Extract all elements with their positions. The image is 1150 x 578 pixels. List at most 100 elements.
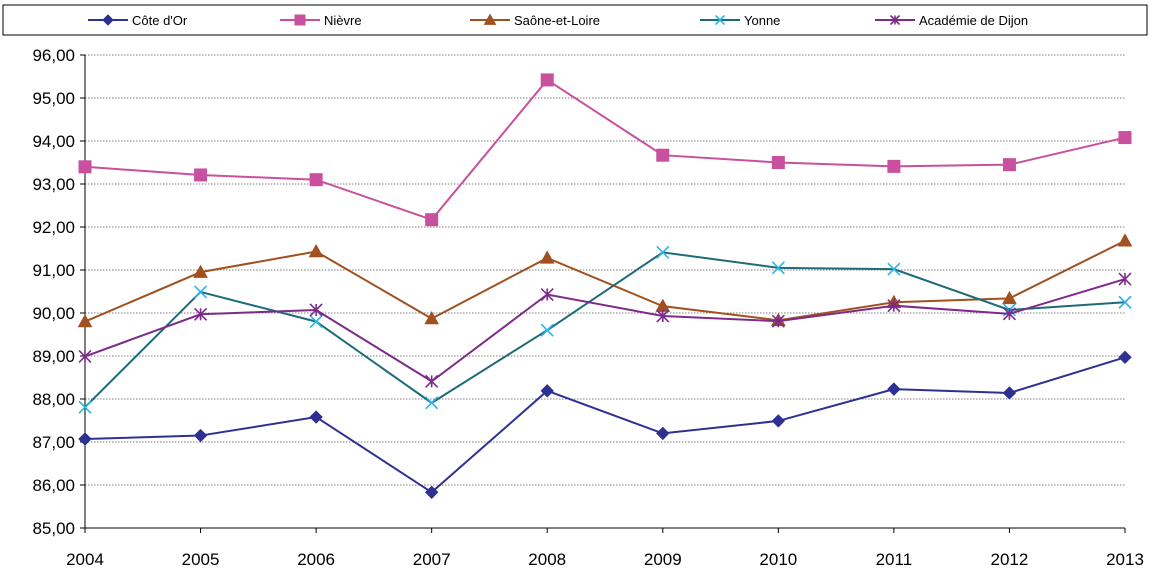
x-tick-label: 2011 — [876, 550, 913, 569]
legend-label: Nièvre — [324, 13, 362, 28]
legend: Côte d'Or Nièvre Saône-et-Loire Yonne Académ… — [2, 4, 1148, 36]
data-point-x — [78, 400, 92, 414]
data-point-triangle — [424, 311, 440, 325]
data-point-triangle — [193, 264, 208, 278]
series-line — [84, 278, 1126, 383]
y-tick-label: 91,00 — [32, 261, 75, 280]
x-tick-label: 2005 — [182, 550, 220, 569]
legend-item: Côte d'Or — [88, 13, 188, 28]
data-point-asterisk — [1118, 272, 1132, 286]
y-tick-label: 88,00 — [32, 390, 75, 409]
data-point-asterisk — [1002, 307, 1017, 321]
data-point-square — [887, 159, 901, 173]
legend-box — [2, 4, 1148, 36]
data-point-square — [540, 73, 554, 87]
series-0 — [78, 350, 1132, 500]
legend-label: Côte d'Or — [132, 13, 188, 28]
legend-item: Saône-et-Loire — [470, 13, 600, 28]
data-point-triangle — [483, 13, 497, 25]
y-tick-label: 96,00 — [32, 46, 75, 65]
data-point-square — [656, 148, 670, 162]
data-point-diamond — [540, 384, 554, 398]
data-point-asterisk — [887, 299, 901, 313]
data-point-diamond — [887, 382, 901, 396]
data-point-asterisk — [309, 303, 323, 317]
x-tick-label: 2007 — [413, 550, 451, 569]
data-point-x — [887, 262, 901, 276]
data-point-asterisk — [78, 349, 92, 363]
data-point-square — [78, 160, 92, 174]
data-point-triangle — [1002, 290, 1017, 305]
y-tick-label: 85,00 — [32, 519, 75, 538]
data-point-x — [1118, 295, 1132, 309]
data-point-square — [309, 173, 323, 187]
data-point-x — [656, 245, 670, 259]
data-point-x — [771, 261, 785, 275]
data-point-diamond — [78, 432, 92, 446]
data-point-x — [193, 285, 208, 299]
series-4 — [78, 272, 1132, 388]
data-point-triangle — [308, 243, 324, 258]
data-point-x — [425, 396, 439, 410]
legend-label: Yonne — [744, 13, 780, 28]
data-point-x — [714, 14, 726, 26]
x-tick-label: 2012 — [991, 550, 1029, 569]
legend-item: Nièvre — [280, 13, 362, 28]
data-point-square — [771, 156, 785, 169]
data-point-diamond — [656, 426, 670, 441]
y-tick-label: 87,00 — [32, 433, 75, 452]
data-point-diamond — [193, 428, 208, 443]
legend-label: Saône-et-Loire — [514, 13, 600, 28]
data-point-triangle — [655, 298, 671, 312]
data-point-diamond — [1002, 386, 1017, 400]
data-point-asterisk — [889, 14, 901, 26]
y-tick-label: 86,00 — [32, 476, 75, 495]
data-point-diamond — [771, 414, 786, 428]
data-point-square — [425, 213, 439, 227]
data-point-triangle — [1117, 233, 1133, 247]
series-line — [84, 78, 1126, 221]
gridlines — [85, 54, 1125, 486]
data-point-asterisk — [771, 314, 785, 328]
x-tick-label: 2006 — [297, 550, 335, 569]
data-point-triangle — [539, 250, 555, 264]
data-point-square — [1118, 131, 1132, 145]
series-line — [84, 251, 1126, 408]
series-3 — [78, 245, 1132, 414]
data-point-diamond — [1118, 350, 1132, 364]
x-tick-label: 2004 — [66, 550, 104, 569]
series-1 — [78, 73, 1132, 227]
x-tick-label: 2008 — [528, 550, 566, 569]
y-tick-label: 94,00 — [32, 132, 75, 151]
data-point-diamond — [102, 14, 114, 26]
data-point-diamond — [424, 485, 439, 500]
data-point-asterisk — [540, 287, 554, 302]
y-tick-label: 90,00 — [32, 304, 75, 323]
data-point-asterisk — [656, 309, 670, 323]
data-point-diamond — [309, 410, 323, 424]
legend-item: Académie de Dijon — [875, 13, 1028, 28]
series-line — [84, 239, 1126, 323]
y-tick-label: 95,00 — [32, 89, 75, 108]
data-point-asterisk — [193, 307, 208, 321]
x-tick-label: 2013 — [1106, 550, 1144, 569]
legend-item: Yonne — [700, 13, 780, 28]
legend-label: Académie de Dijon — [919, 13, 1028, 28]
data-point-x — [309, 315, 323, 329]
series-group — [77, 73, 1133, 500]
data-point-square — [194, 168, 208, 182]
x-tick-label: 2010 — [759, 550, 797, 569]
data-point-triangle — [77, 314, 93, 328]
data-point-square — [1002, 158, 1016, 172]
data-point-asterisk — [425, 374, 439, 388]
y-tick-label: 93,00 — [32, 175, 75, 194]
series-line — [84, 356, 1126, 494]
data-point-x — [540, 323, 554, 337]
axes: 85,00 86,00 87,00 88,00 89,00 90,00 91,00 92,00… — [32, 46, 1143, 569]
data-point-square — [294, 14, 306, 26]
y-tick-label: 92,00 — [32, 218, 75, 237]
y-tick-label: 89,00 — [32, 347, 75, 366]
x-tick-label: 2009 — [644, 550, 682, 569]
